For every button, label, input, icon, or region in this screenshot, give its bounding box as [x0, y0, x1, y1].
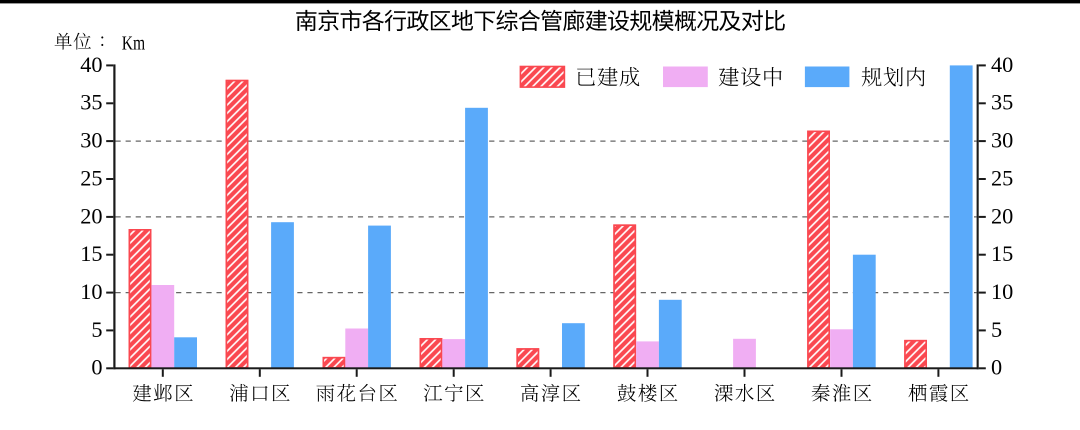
svg-text:10: 10: [80, 279, 102, 304]
svg-text:10: 10: [991, 279, 1013, 304]
svg-text:20: 20: [80, 203, 102, 228]
svg-text:25: 25: [80, 165, 102, 190]
svg-text:40: 40: [80, 52, 102, 77]
svg-text:20: 20: [991, 203, 1013, 228]
svg-text:Km: Km: [122, 33, 145, 55]
svg-text:0: 0: [991, 355, 1002, 380]
svg-text:5: 5: [991, 317, 1002, 342]
svg-text:5: 5: [91, 317, 102, 342]
svg-text:40: 40: [991, 52, 1013, 77]
svg-text:30: 30: [80, 128, 102, 153]
svg-text:35: 35: [80, 90, 102, 115]
svg-text:0: 0: [91, 355, 102, 380]
svg-text:15: 15: [991, 241, 1013, 266]
svg-text:25: 25: [991, 165, 1013, 190]
svg-text:35: 35: [991, 90, 1013, 115]
svg-text:30: 30: [991, 128, 1013, 153]
svg-text:15: 15: [80, 241, 102, 266]
